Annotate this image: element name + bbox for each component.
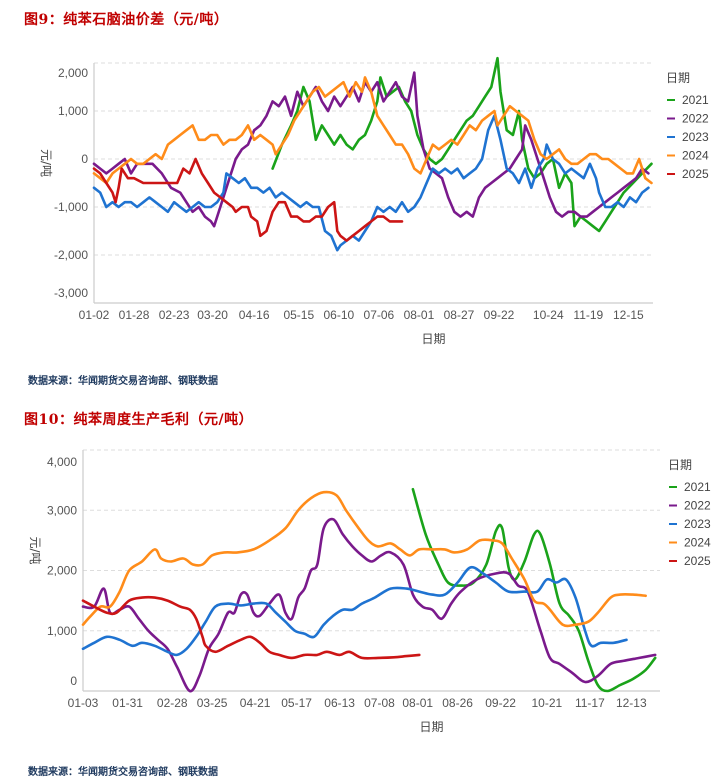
chart1-y-tick-label: 2,000 <box>58 66 88 80</box>
chart2-x-tick-label: 04-21 <box>240 696 271 710</box>
chart1-x-tick-label: 01-02 <box>79 308 110 322</box>
chart2-legend-label-2022: 2022 <box>684 499 711 513</box>
chart2-margin: 4,000 3,000 2,000 1,000 0 01-03 01-31 02-28 03-2… <box>28 449 711 734</box>
chart2-x-tick-label: 08-26 <box>442 696 473 710</box>
chart2-x-tick-label: 12-13 <box>616 696 647 710</box>
chart1-x-tick-label: 06-10 <box>323 308 354 322</box>
chart2-y-tick-label: 2,000 <box>47 564 77 578</box>
chart1-x-axis-title: 日期 <box>421 332 445 346</box>
chart2-series-2022 <box>81 517 657 693</box>
chart1-legend-label-2023: 2023 <box>682 130 709 144</box>
chart2-series-2025 <box>81 595 421 660</box>
chart2-x-tick-label: 08-01 <box>402 696 433 710</box>
chart2-legend-label-2025: 2025 <box>684 554 711 568</box>
chart1-x-tick-label: 07-06 <box>364 308 395 322</box>
chart1-series-2024 <box>92 76 653 185</box>
chart1-legend-label-2024: 2024 <box>682 149 709 163</box>
chart2-y-tick-label: 3,000 <box>47 503 77 517</box>
chart1-y-axis-title: 元/吨 <box>39 149 53 177</box>
chart1-x-tick-label: 01-28 <box>119 308 150 322</box>
chart2-series-2021 <box>411 487 657 693</box>
chart2-legend-label-2023: 2023 <box>684 517 711 531</box>
chart1-spread: 2,000 1,000 0 -1,000 -2,000 -3,000 01-02 01-28 0… <box>39 56 709 346</box>
chart1-x-tick-label: 09-22 <box>484 308 515 322</box>
chart2-series-2023 <box>81 565 628 657</box>
chart1-legend-label-2021: 2021 <box>682 93 709 107</box>
chart1-series-2021 <box>271 56 653 233</box>
chart2-y-tick-label: 1,000 <box>47 624 77 638</box>
chart1-x-tick-label: 11-19 <box>573 308 603 322</box>
chart1-y-tick-label: -3,000 <box>54 286 88 300</box>
chart2-series-2024 <box>81 490 647 628</box>
chart1-x-tick-label: 10-24 <box>533 308 564 322</box>
chart1-legend-label-2022: 2022 <box>682 112 709 126</box>
chart2-x-axis-title: 日期 <box>419 720 443 734</box>
chart2-x-tick-label: 10-21 <box>531 696 562 710</box>
chart1-series-2025 <box>92 157 404 242</box>
chart1-x-tick-label: 02-23 <box>159 308 190 322</box>
chart1-series-2022 <box>92 71 650 228</box>
chart1-x-tick-label: 12-15 <box>613 308 644 322</box>
chart1-x-tick-label: 03-20 <box>197 308 228 322</box>
chart2-y-tick-label: 0 <box>70 674 77 688</box>
chart2-x-tick-label: 09-22 <box>485 696 516 710</box>
chart2-x-tick-label: 01-03 <box>68 696 99 710</box>
chart2-legend-label-2024: 2024 <box>684 536 711 550</box>
chart2-x-tick-label: 11-17 <box>575 696 605 710</box>
chart2-y-axis-title: 元/吨 <box>28 536 42 564</box>
chart1-y-tick-label: 1,000 <box>58 104 88 118</box>
chart2-source-note: 数据来源：华闻期货交易咨询部、钢联数据 <box>28 767 218 778</box>
chart1-legend-label-2025: 2025 <box>682 167 709 181</box>
chart1-y-tick-label: -2,000 <box>54 248 88 262</box>
chart1-source-note: 数据来源：华闻期货交易咨询部、钢联数据 <box>28 376 218 387</box>
chart2-legend-label-2021: 2021 <box>684 480 711 494</box>
chart1-legend-title: 日期 <box>666 71 690 85</box>
chart1-x-tick-label: 05-15 <box>283 308 314 322</box>
chart1-x-tick-label: 08-27 <box>444 308 475 322</box>
chart1-y-tick-label: -1,000 <box>54 200 88 214</box>
chart1-title: 图9：纯苯石脑油价差（元/吨） <box>24 12 229 28</box>
chart2-x-tick-label: 06-13 <box>324 696 355 710</box>
chart2-legend-title: 日期 <box>668 458 692 472</box>
chart2-y-tick-label: 4,000 <box>47 455 77 469</box>
chart1-x-tick-label: 04-16 <box>239 308 270 322</box>
chart2-x-tick-label: 05-17 <box>281 696 312 710</box>
chart1-x-tick-label: 08-01 <box>404 308 435 322</box>
chart1-y-tick-label: 0 <box>81 152 88 166</box>
chart2-x-tick-label: 07-08 <box>364 696 395 710</box>
chart2-x-tick-label: 02-28 <box>157 696 188 710</box>
chart2-x-tick-label: 01-31 <box>112 696 143 710</box>
chart2-x-tick-label: 03-25 <box>197 696 228 710</box>
chart2-title: 图10：纯苯周度生产毛利（元/吨） <box>24 412 254 428</box>
